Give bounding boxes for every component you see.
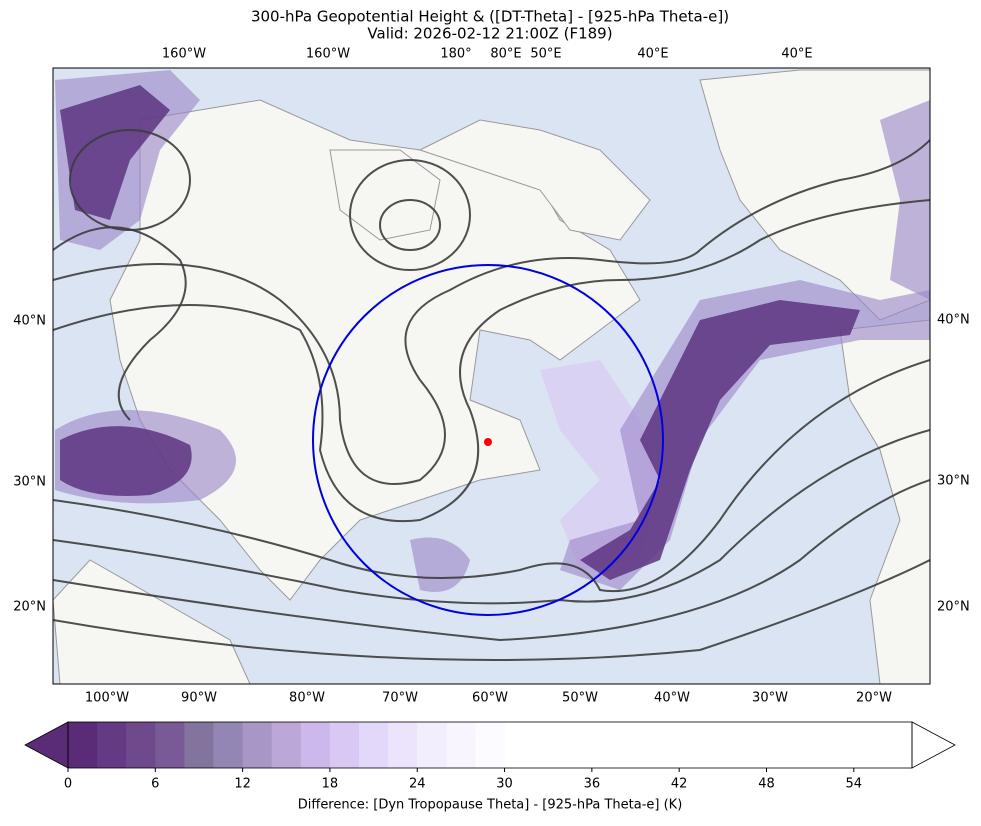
lat-label: 40°N <box>937 313 970 328</box>
lon-label: 100°W <box>85 691 129 706</box>
lon-label: 50°E <box>530 47 561 62</box>
colorbar-tick-label: 54 <box>846 777 863 792</box>
colorbar-tick-label: 24 <box>409 777 426 792</box>
lon-label: 70°W <box>382 691 418 706</box>
colorbar-bin <box>417 722 447 768</box>
colorbar-tick-label: 12 <box>234 777 251 792</box>
lat-label: 30°N <box>937 474 970 489</box>
colorbar-extend-max <box>911 721 956 769</box>
colorbar-bin <box>475 722 506 768</box>
lat-label: 20°N <box>937 600 970 615</box>
lon-label: 90°W <box>181 691 217 706</box>
colorbar-bin <box>213 722 244 768</box>
colorbar: 0 6 12 18 24 30 36 42 48 54 <box>24 721 956 792</box>
lon-label: 160°W <box>162 47 206 62</box>
colorbar-bin <box>97 722 127 768</box>
lon-label: 40°E <box>781 47 812 62</box>
lon-label: 30°W <box>752 691 788 706</box>
right-labels: 40°N 30°N 20°N <box>937 313 970 615</box>
colorbar-bin <box>155 722 185 768</box>
colorbar-bin <box>388 722 418 768</box>
lat-label: 40°N <box>13 314 46 329</box>
lon-label: 40°E <box>637 47 668 62</box>
colorbar-extend-min <box>24 721 69 769</box>
subtitle: Valid: 2026-02-12 21:00Z (F189) <box>367 25 612 43</box>
colorbar-tick-label: 6 <box>151 777 159 792</box>
lon-label: 40°W <box>654 691 690 706</box>
colorbar-bin <box>329 722 360 768</box>
top-labels: 160°W 160°W 180° 80°E 50°E 40°E 40°E <box>162 47 813 62</box>
colorbar-bin <box>300 722 331 768</box>
colorbar-bin <box>446 722 476 768</box>
title: 300-hPa Geopotential Height & ([DT-Theta… <box>251 8 729 26</box>
lat-label: 30°N <box>13 475 46 490</box>
lon-label: 160°W <box>306 47 350 62</box>
lon-label: 80°E <box>490 47 521 62</box>
colorbar-bin <box>271 722 302 768</box>
left-labels: 40°N 30°N 20°N <box>13 314 46 615</box>
lat-label: 20°N <box>13 600 46 615</box>
lon-label: 50°W <box>562 691 598 706</box>
colorbar-bin <box>184 722 215 768</box>
colorbar-frame <box>67 721 913 769</box>
lon-label: 180° <box>440 47 471 62</box>
colorbar-tick-label: 48 <box>758 777 775 792</box>
colorbar-tick-label: 18 <box>322 777 339 792</box>
colorbar-tick-label: 42 <box>671 777 688 792</box>
colorbar-bin <box>242 722 273 768</box>
lon-label: 20°W <box>856 691 892 706</box>
colorbar-tick-label: 0 <box>64 777 72 792</box>
colorbar-bin <box>359 722 389 768</box>
map <box>52 67 931 685</box>
bottom-labels: 100°W 90°W 80°W 70°W 60°W 50°W 40°W 30°W… <box>85 691 892 706</box>
colorbar-tick-label: 30 <box>496 777 513 792</box>
lon-label: 60°W <box>472 691 508 706</box>
colorbar-label: Difference: [Dyn Tropopause Theta] - [92… <box>298 798 683 813</box>
colorbar-bin <box>126 722 156 768</box>
colorbar-bin <box>68 722 98 768</box>
colorbar-tick-label: 36 <box>584 777 601 792</box>
lon-label: 80°W <box>289 691 325 706</box>
